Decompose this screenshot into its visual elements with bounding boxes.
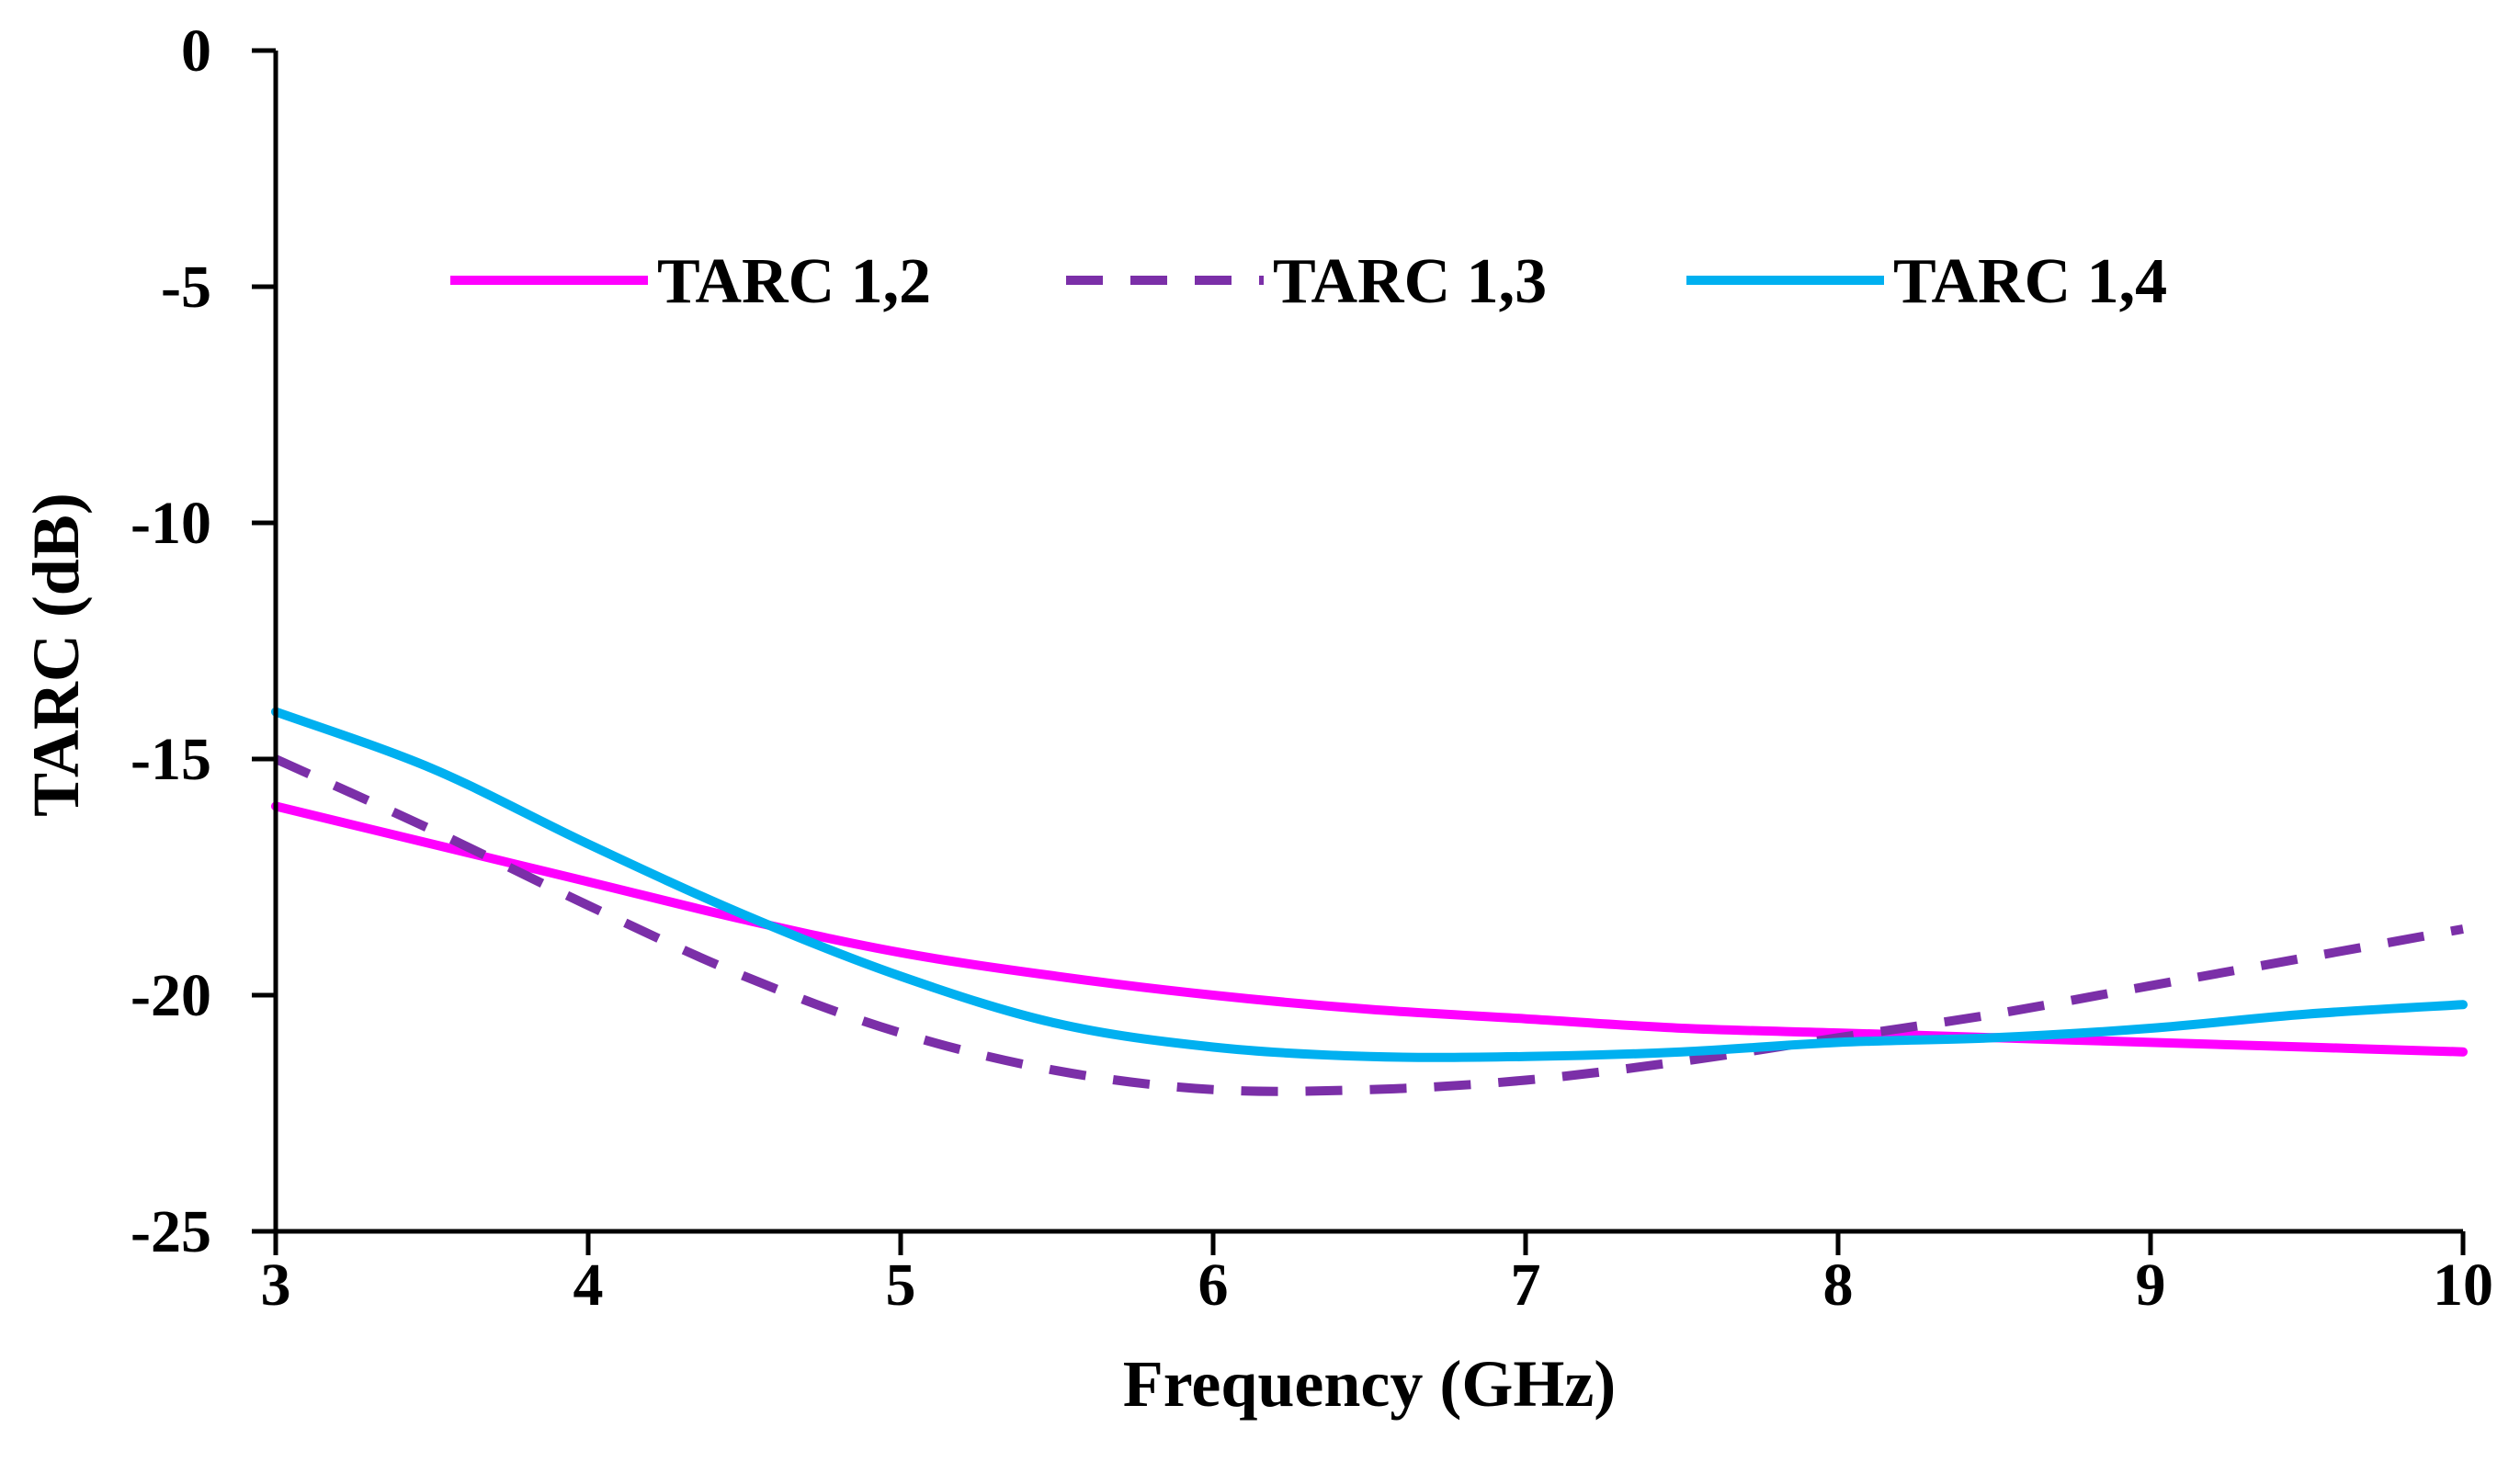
x-tick-label: 5: [886, 1252, 916, 1319]
y-tick-label: -25: [131, 1198, 211, 1265]
x-tick-label: 8: [1823, 1252, 1854, 1319]
y-axis-title: TARC (dB): [19, 493, 93, 817]
x-axis-title: Frequency (GHz): [1123, 1347, 1617, 1421]
x-tick-label: 4: [573, 1252, 604, 1319]
x-tick-label: 7: [1511, 1252, 1541, 1319]
x-tick-label: 6: [1198, 1252, 1229, 1319]
legend-label-2: TARC 1,3: [1273, 246, 1547, 317]
x-tick-label: 9: [2136, 1252, 2166, 1319]
series-line-1: [271, 801, 2468, 1057]
legend-label-3: TARC 1,4: [1893, 246, 2167, 317]
x-tick-label: 3: [261, 1252, 291, 1319]
series-layer: [271, 707, 2468, 1096]
y-tick-label: -5: [161, 254, 211, 321]
y-tick-label: -20: [131, 962, 211, 1029]
y-tick-label: 0: [181, 17, 211, 85]
y-tick-label: -15: [131, 726, 211, 793]
series-line-2: [273, 754, 2464, 1096]
axes-layer: 0 -5 -10 -15 -20 -25 3 4 5 6 7 8 9 10: [131, 17, 2493, 1319]
y-tick-label: -10: [131, 490, 211, 557]
legend: TARC 1,2 TARC 1,3 TARC 1,4: [450, 246, 2167, 317]
x-tick-label: 10: [2433, 1252, 2493, 1319]
legend-label-1: TARC 1,2: [657, 246, 931, 317]
series-line-3: [271, 707, 2468, 1062]
